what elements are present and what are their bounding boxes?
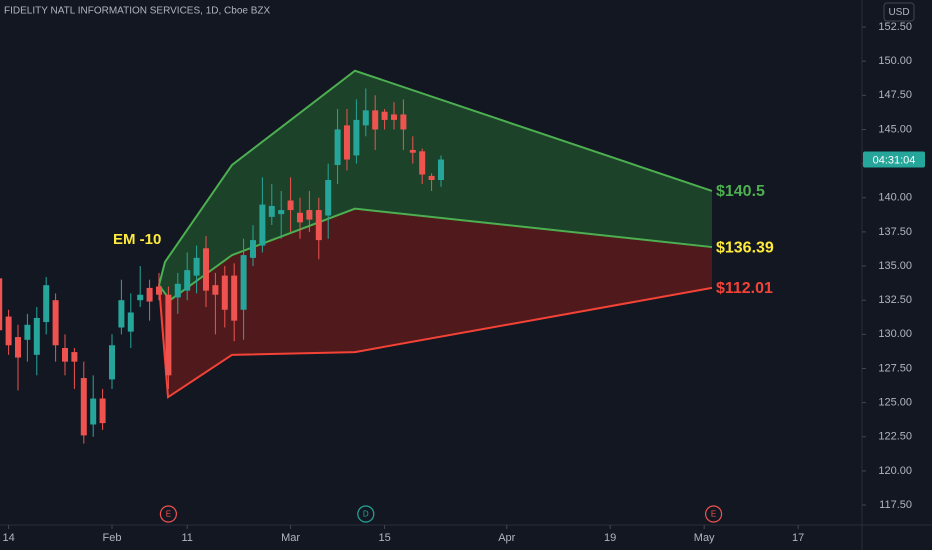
candle-body bbox=[90, 398, 97, 425]
candle-body bbox=[437, 159, 444, 181]
candle-body bbox=[278, 210, 285, 215]
candle-body bbox=[99, 398, 106, 424]
x-tick-label: May bbox=[694, 532, 715, 544]
event-marker[interactable] bbox=[704, 505, 723, 523]
countdown-tag bbox=[863, 151, 925, 168]
y-tick-label: 137.50 bbox=[878, 226, 912, 238]
candle-body bbox=[24, 324, 31, 340]
candle-body bbox=[80, 378, 87, 436]
band-line bbox=[158, 69, 713, 286]
candle-body bbox=[268, 205, 275, 217]
candle-body bbox=[409, 149, 416, 153]
candle-body bbox=[400, 114, 407, 130]
y-tick-label: 120.00 bbox=[878, 465, 912, 477]
y-tick-label: 127.50 bbox=[878, 362, 912, 374]
candle-body bbox=[184, 270, 191, 291]
band-label: $112.01 bbox=[716, 280, 773, 297]
expected-move-bands bbox=[157, 69, 713, 399]
y-tick-label: 145.00 bbox=[878, 123, 912, 135]
currency[interactable]: USD bbox=[888, 7, 909, 18]
candle-body bbox=[15, 337, 22, 358]
candle-body bbox=[155, 286, 162, 295]
candle-body bbox=[334, 129, 341, 165]
candle-body bbox=[325, 180, 332, 216]
candle-body bbox=[240, 255, 247, 310]
candle-body bbox=[221, 275, 228, 310]
band-fill bbox=[158, 208, 712, 398]
candle-body bbox=[174, 283, 181, 298]
x-tick-label: 14 bbox=[2, 532, 14, 544]
band-fill bbox=[158, 70, 712, 301]
currency-box[interactable] bbox=[883, 2, 915, 22]
candle-body bbox=[165, 294, 172, 376]
y-tick-label: 135.00 bbox=[878, 260, 912, 272]
y-tick-label: 130.00 bbox=[878, 328, 912, 340]
band-label: $136.39 bbox=[716, 239, 774, 256]
candles bbox=[0, 88, 444, 444]
y-tick-label: 132.50 bbox=[878, 294, 912, 306]
candle-body bbox=[202, 248, 209, 291]
candle-body bbox=[127, 312, 134, 332]
candle-body bbox=[390, 114, 397, 120]
x-tick-label: 11 bbox=[181, 532, 192, 544]
candle-body bbox=[61, 347, 68, 362]
y-tick-label: 117.50 bbox=[879, 499, 912, 511]
candle-body bbox=[306, 210, 313, 220]
band-line bbox=[157, 285, 713, 399]
x-tick-label: 19 bbox=[604, 532, 616, 544]
candle-body bbox=[343, 125, 350, 160]
candle-body bbox=[287, 200, 294, 211]
countdown: 04:31:04 bbox=[873, 154, 916, 166]
x-tick-label: Apr bbox=[498, 532, 515, 544]
candle-body bbox=[71, 352, 78, 362]
event-marker[interactable] bbox=[357, 505, 375, 523]
y-tick-label: 147.50 bbox=[878, 89, 912, 101]
event-label: E bbox=[166, 510, 171, 519]
candle-body bbox=[381, 111, 388, 120]
candle-body bbox=[259, 204, 266, 246]
x-tick-label: Feb bbox=[103, 532, 122, 544]
candle-body bbox=[43, 285, 50, 323]
x-tick-label: Mar bbox=[281, 532, 300, 544]
chart-title: FIDELITY NATL INFORMATION SERVICES, 1D, … bbox=[4, 6, 271, 17]
labels: 117.50 120.00 122.50 125.00 127.50 130.00 132.… bbox=[2, 21, 925, 544]
candle-body bbox=[315, 210, 322, 241]
candle-body bbox=[419, 151, 426, 175]
candle-body bbox=[231, 275, 238, 321]
candle-body bbox=[0, 278, 3, 331]
candle-body bbox=[52, 300, 59, 346]
candle-body bbox=[296, 212, 303, 223]
event-label: D bbox=[363, 510, 369, 519]
candle-body bbox=[362, 110, 369, 126]
em-label: EM -10 bbox=[113, 231, 161, 248]
candle-body bbox=[428, 175, 435, 181]
y-tick-label: 150.00 bbox=[878, 55, 912, 67]
candle-body bbox=[372, 110, 379, 130]
y-tick-label: 140.00 bbox=[878, 192, 912, 204]
candle-body bbox=[137, 294, 144, 301]
y-tick-label: 152.50 bbox=[878, 21, 912, 33]
candle-body bbox=[212, 285, 219, 295]
band-label: $140.5 bbox=[716, 183, 765, 200]
candle-body bbox=[118, 300, 125, 328]
candle-body bbox=[249, 240, 256, 258]
y-tick-label: 122.50 bbox=[878, 431, 912, 443]
x-tick-label: 15 bbox=[378, 532, 390, 544]
candle-body bbox=[5, 316, 12, 346]
x-tick-label: 17 bbox=[792, 532, 804, 544]
candle-body bbox=[33, 317, 40, 355]
candle-body bbox=[353, 119, 360, 156]
event-label: E bbox=[711, 510, 716, 519]
candle-body bbox=[146, 287, 153, 302]
y-tick-label: 125.00 bbox=[878, 397, 912, 409]
event-marker[interactable] bbox=[159, 505, 177, 523]
candle-body bbox=[193, 257, 200, 276]
candle-body bbox=[108, 345, 115, 380]
